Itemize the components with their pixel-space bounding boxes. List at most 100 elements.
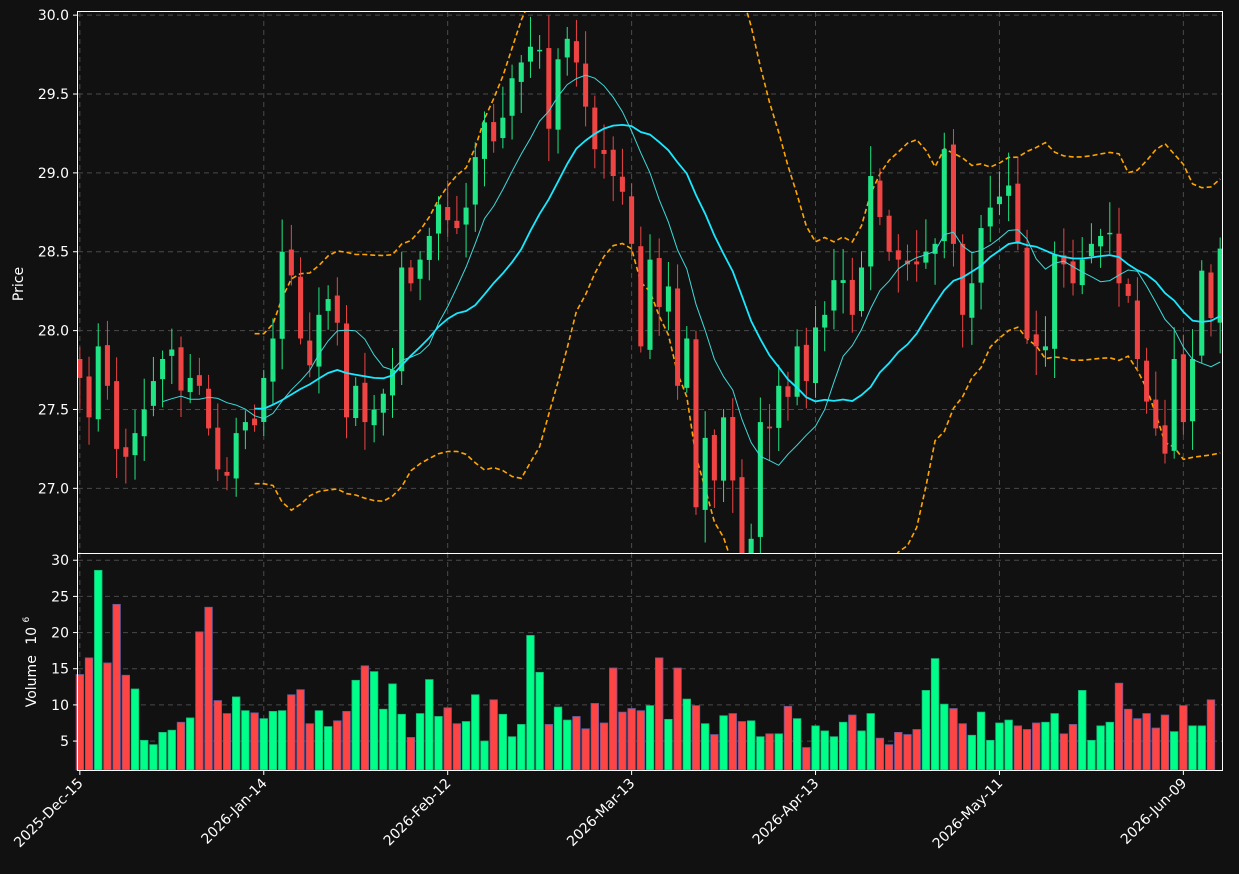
- candle-body: [711, 434, 717, 481]
- volume-bar: [774, 733, 783, 771]
- candle-body: [757, 422, 763, 537]
- price-axis-label: Price: [11, 267, 27, 301]
- candle-body: [417, 259, 423, 279]
- volume-bar: [507, 736, 517, 771]
- candle-body: [353, 385, 359, 419]
- volume-tick-label: 30: [51, 553, 69, 569]
- candle-body: [721, 417, 727, 481]
- volume-bar: [691, 705, 701, 771]
- candle-body: [491, 122, 497, 142]
- volume-bar: [719, 715, 728, 771]
- candle-body: [748, 538, 754, 553]
- candle-body: [426, 235, 432, 260]
- lower-band-line: [254, 242, 1221, 553]
- price-tick-label: 28.0: [38, 324, 69, 340]
- volume-bar: [958, 723, 967, 771]
- candle-body: [509, 78, 515, 116]
- candle-body: [123, 447, 129, 457]
- volume-bar: [1013, 725, 1023, 771]
- candle-body: [1098, 235, 1104, 247]
- volume-bar: [259, 718, 268, 771]
- volume-tick-label: 15: [51, 662, 69, 678]
- volume-bar: [655, 657, 664, 771]
- candle-body: [813, 327, 819, 384]
- volume-bar: [1151, 727, 1160, 771]
- candle-body: [537, 49, 543, 52]
- volume-bar: [434, 716, 443, 771]
- volume-bar: [1114, 682, 1124, 771]
- volume-bar: [94, 569, 103, 771]
- candle-body: [160, 358, 166, 380]
- candle-body: [334, 295, 340, 323]
- candle-body: [78, 358, 83, 378]
- volume-bar: [149, 744, 158, 771]
- candle-body: [776, 385, 782, 428]
- candle-body: [1144, 360, 1150, 402]
- volume-bar: [1188, 725, 1197, 771]
- candle-body: [1125, 283, 1131, 296]
- candle-body: [270, 338, 276, 382]
- volume-bar: [535, 671, 544, 771]
- volume-bar: [976, 711, 986, 771]
- candle-body: [169, 349, 175, 356]
- volume-bar: [838, 721, 848, 771]
- candle-body: [500, 117, 506, 139]
- volume-bar: [425, 679, 434, 771]
- candle-body: [224, 471, 230, 476]
- candle-body: [1134, 300, 1140, 359]
- candle-body: [914, 261, 920, 265]
- volume-bar: [1096, 725, 1105, 771]
- candle-body: [886, 215, 892, 252]
- volume-bar: [765, 733, 774, 771]
- volume-bar: [1004, 719, 1013, 771]
- volume-bar: [903, 734, 912, 771]
- volume-bar: [829, 736, 839, 771]
- volume-bar: [921, 690, 931, 771]
- candle-body: [371, 409, 377, 426]
- volume-bar: [1068, 724, 1078, 771]
- volume-bar: [866, 713, 875, 771]
- volume-bar: [379, 708, 388, 771]
- volume-bar: [857, 730, 866, 771]
- volume-bar: [802, 747, 811, 771]
- candle-body: [150, 381, 156, 406]
- candle-body: [583, 63, 589, 107]
- price-tick-label: 29.5: [38, 87, 69, 103]
- candle-body: [178, 347, 184, 391]
- candle-body: [684, 338, 690, 388]
- volume-bar: [811, 725, 820, 771]
- candle-body: [1070, 261, 1076, 284]
- volume-bar: [526, 635, 535, 771]
- volume-bar: [884, 744, 894, 771]
- candle-body: [389, 370, 396, 396]
- candle-body: [399, 267, 405, 372]
- volume-bar: [241, 710, 250, 771]
- volume-bar: [1179, 705, 1188, 771]
- volume-bar: [167, 729, 176, 771]
- volume-y-ticks: 5 10 15 20 25 30: [51, 553, 78, 750]
- volume-bar: [305, 723, 314, 771]
- volume-bar: [636, 710, 645, 771]
- candle-body: [242, 422, 248, 431]
- volume-bar: [176, 721, 186, 771]
- volume-bar: [1078, 690, 1087, 771]
- candle-body: [261, 377, 267, 422]
- candle-body: [665, 286, 671, 312]
- volume-bar: [544, 724, 554, 771]
- volume-bar: [333, 720, 342, 771]
- volume-bar: [949, 708, 958, 771]
- volume-bar: [112, 603, 121, 771]
- volume-bar: [517, 724, 526, 771]
- candle-body: [104, 345, 110, 386]
- volume-panel: 5 10 15 20 25 30 Volume 10 6: [22, 553, 1223, 771]
- candle-body: [380, 393, 386, 413]
- candle-body: [932, 243, 938, 254]
- candle-body: [95, 346, 101, 420]
- volume-bar: [682, 698, 691, 771]
- volume-bar: [471, 694, 480, 771]
- candle-body: [555, 59, 561, 130]
- volume-bar: [912, 729, 921, 771]
- candle-body: [1208, 272, 1214, 318]
- volume-bar: [995, 722, 1004, 771]
